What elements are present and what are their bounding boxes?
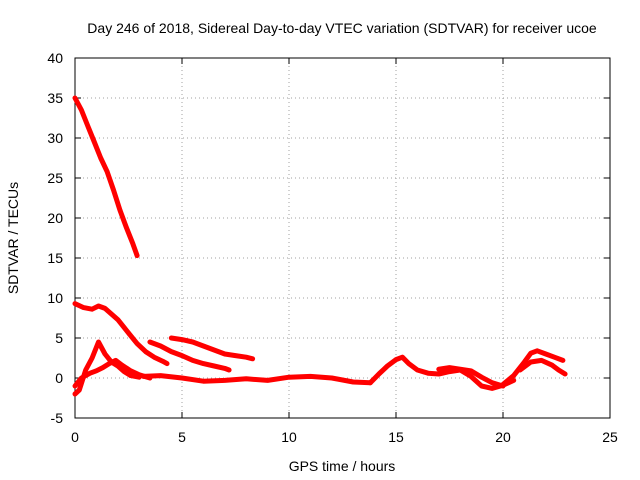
y-tick-labels: -5 0 5 10 15 20 25 30 35 40 [47, 50, 63, 426]
y-tick-label: 30 [47, 130, 63, 146]
y-tick-label: 40 [47, 50, 63, 66]
y-tick-label: -5 [51, 410, 64, 426]
y-tick-label: 0 [55, 370, 63, 386]
series-line-track-10 [500, 348, 566, 387]
y-tick-label: 15 [47, 250, 63, 266]
y-tick-label: 10 [47, 290, 63, 306]
x-tick-label: 0 [71, 429, 79, 445]
series-layer [72, 95, 568, 397]
series-line-track-3 [147, 339, 232, 373]
y-tick-label: 20 [47, 210, 63, 226]
series-line-track-8 [367, 354, 517, 391]
series-line-track-7 [141, 373, 373, 386]
series-line-track-2 [72, 301, 170, 367]
tick-marks [74, 57, 611, 419]
series-line-track-4 [168, 335, 256, 362]
series-line-track-11 [517, 357, 568, 377]
x-tick-label: 15 [388, 429, 404, 445]
x-tick-label: 10 [281, 429, 297, 445]
x-tick-label: 20 [495, 429, 511, 445]
x-tick-label: 5 [178, 429, 186, 445]
x-axis-label: GPS time / hours [289, 458, 396, 474]
chart-title: Day 246 of 2018, Sidereal Day-to-day VTE… [87, 20, 597, 36]
y-tick-label: 25 [47, 170, 63, 186]
x-tick-label: 25 [602, 429, 618, 445]
series-line-track-1 [72, 95, 140, 259]
y-tick-label: 5 [55, 330, 63, 346]
x-tick-labels: 0 5 10 15 20 25 [71, 429, 618, 445]
series-line-track-6 [72, 357, 153, 389]
y-axis-label: SDTVAR / TECUs [5, 182, 21, 294]
plot-frame [74, 57, 611, 419]
y-tick-label: 35 [47, 90, 63, 106]
series-line-track-9 [436, 365, 506, 389]
